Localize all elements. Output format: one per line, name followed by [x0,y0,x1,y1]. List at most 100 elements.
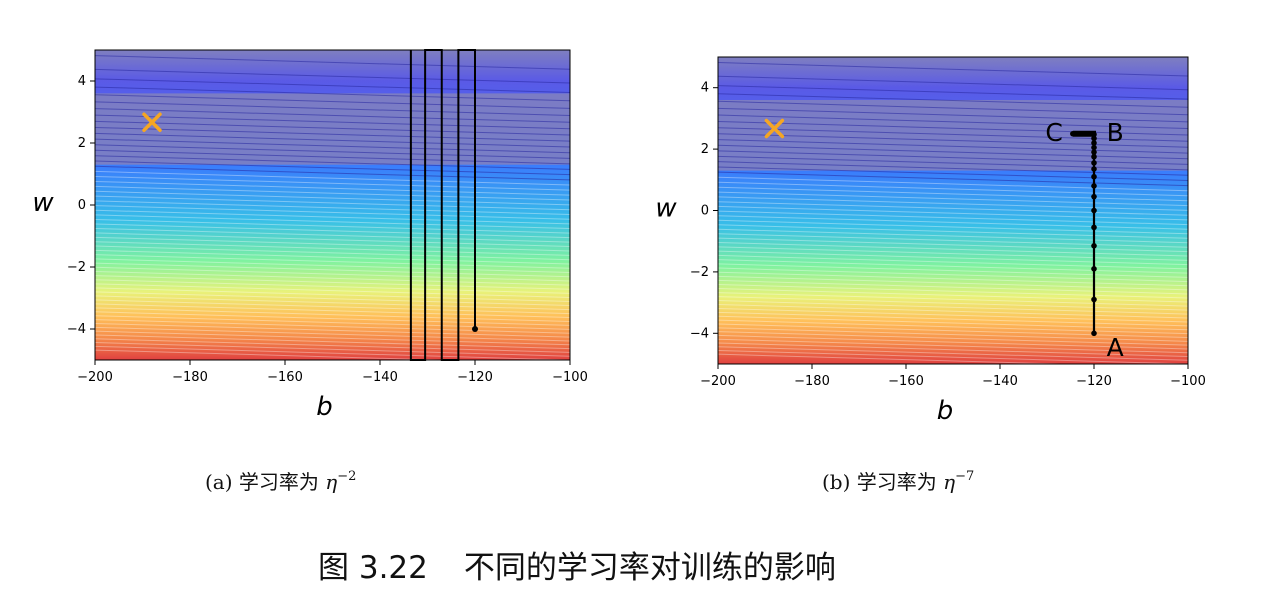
contour-line [95,342,570,357]
x-tick-label: −100 [1170,374,1206,389]
contour-line [95,266,570,282]
contour-line [95,291,570,307]
contour-line [95,195,570,211]
contour-line [95,279,570,294]
contour-line [95,94,570,109]
contour-line [95,330,570,346]
contour-line [718,259,1188,274]
contour-line [718,205,1188,221]
contour-line [95,138,570,154]
contour-line [718,107,1188,123]
x-tick-label: −140 [362,370,398,385]
y-axis-label: w [655,194,677,224]
contour-line [718,267,1188,283]
contour-line [95,149,570,165]
figure-caption-text: 不同的学习率对训练的影响 [463,550,836,586]
contour-line [718,300,1188,315]
y-tick-label: −4 [67,322,86,337]
y-tick-label: 4 [701,81,709,96]
contour-line [95,275,570,290]
contour-line [95,126,570,142]
trajectory-point [1091,149,1097,155]
trajectory-point [1091,166,1097,172]
trajectory-point [1091,224,1097,231]
contour-line [718,315,1188,331]
contour-line [95,185,570,201]
contour-line [95,101,570,116]
contour-line [95,218,570,234]
optimum-marker [142,112,162,132]
contour-line [718,233,1188,248]
contour-line [95,165,570,181]
contour-line [718,75,1188,91]
contour-line [718,250,1188,266]
contour-line [95,334,570,350]
y-tick-label: −2 [67,260,86,275]
contour-line [718,93,1188,108]
contour-line [95,283,570,298]
contour-line [95,114,570,130]
contour-line [95,175,570,191]
subcaption-a-exponent: −2 [337,469,357,484]
contour-line [718,237,1188,253]
contour-line [95,338,570,353]
contour-line [718,120,1188,136]
trajectory-point [1091,160,1097,166]
subcaption-a-prefix: (a) 学习率为 [205,470,319,494]
contour-lines [95,55,570,360]
y-tick-label: 4 [78,74,86,89]
trajectory-point [1091,330,1097,337]
trajectory-point [1091,207,1097,214]
x-axis-label: b [937,396,954,426]
contour-line [95,307,570,322]
contour-line [95,245,570,261]
contour-line [718,319,1188,335]
contour-line [95,160,570,176]
contour-line [95,241,570,256]
contour-line [718,331,1188,346]
contour-line [718,288,1188,303]
contour-line [718,346,1188,361]
contour-line [718,279,1188,295]
trajectory-start-point [472,326,478,332]
contour-line [95,214,570,230]
contour-line [718,323,1188,338]
trajectory-point [1091,140,1097,146]
contour-line [95,303,570,319]
contour-line [95,299,570,315]
contour-line [95,345,570,360]
contour-line [718,275,1188,291]
contour-line [95,144,570,159]
contour-line [95,86,570,102]
x-tick-label: −180 [794,374,830,389]
contour-line [95,254,570,269]
trajectory-point [1091,144,1097,151]
contour-line [95,249,570,265]
y-axis-label: w [32,188,54,218]
contour-line [95,270,570,286]
y-tick-label: 2 [78,136,86,151]
contour-line [95,209,570,225]
contour-line [95,68,570,84]
contour-line [718,144,1188,160]
subcaption-a: (a) 学习率为 η−2 [205,466,356,495]
chart-b: −200 −180 −160 −140 −120 −100 −4 −2 0 2 4 b w A B C [655,56,1206,426]
x-tick-label: −180 [172,370,208,385]
x-tick-label: −120 [1076,374,1112,389]
contour-line [718,150,1188,165]
trajectory-line [409,49,476,361]
contour-line [95,319,570,334]
contour-line [718,284,1188,299]
x-tick-label: −200 [77,370,113,385]
x-axis-label: b [316,392,333,422]
y-tick-label: −4 [690,326,709,341]
contour-line [95,180,570,196]
contour-line [718,62,1188,77]
contour-line [718,307,1188,323]
contour-line [95,200,570,216]
y-tick-label: 2 [701,142,709,157]
contour-line [718,186,1188,202]
contour-line [718,311,1188,327]
contour-line [95,315,570,330]
y-tick-label: −2 [690,265,709,280]
